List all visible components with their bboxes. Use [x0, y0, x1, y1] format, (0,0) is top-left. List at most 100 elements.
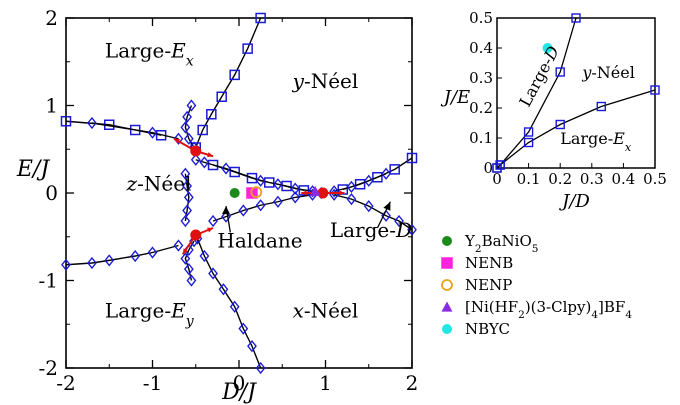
data-point-diamond	[180, 252, 191, 265]
data-point-diamond	[87, 256, 97, 270]
phase-boundary-line	[333, 173, 387, 192]
data-point-square	[389, 164, 400, 175]
y-tick-label: 0	[45, 181, 58, 205]
data-point-square	[264, 177, 275, 188]
y-axis-label: E/J	[16, 157, 50, 182]
critical-arrow-head	[182, 248, 188, 255]
critical-arrow-head	[207, 227, 214, 233]
data-point-diamond	[208, 267, 218, 280]
critical-point	[317, 187, 329, 199]
data-point-diamond	[173, 239, 184, 252]
data-point-square	[246, 172, 258, 184]
inset-y-tick-label: 0.2	[469, 99, 493, 117]
x-tick-label: 2	[406, 371, 419, 395]
inset-data-point	[523, 127, 534, 137]
data-point-diamond	[290, 191, 301, 204]
data-point-diamond	[329, 185, 340, 198]
data-point-diamond	[199, 156, 210, 169]
material-marker	[250, 186, 263, 199]
region-label: x-Néel	[293, 298, 359, 322]
inset-data-point	[596, 101, 606, 112]
region-label: y-Néel	[292, 69, 359, 93]
data-point-diamond	[221, 162, 231, 175]
region-label: z-Néel	[126, 171, 192, 195]
critical-arrow-head	[174, 138, 181, 144]
legend-marker	[442, 324, 452, 334]
main-phase-diagram: -2 -1 0 1 2 -2 -1 0 1 2 D/J E/J Large-Ex y-Néel z-Néel…	[16, 6, 419, 405]
data-point-diamond	[381, 167, 391, 180]
data-point-diamond	[255, 199, 266, 212]
critical-arrow-head	[207, 152, 214, 158]
data-point-square	[354, 179, 366, 190]
inset-phase-diagram: 0 0.1 0.2 0.3 0.4 0.5 0 0.1 0.2 0.3 0.4 0.5 J/D J/E La…	[440, 9, 667, 212]
data-point-diamond	[182, 204, 192, 217]
x-tick-label: -1	[143, 371, 162, 395]
y-tick-label: 1	[45, 94, 58, 118]
legend-label: Y2BaNiO5	[464, 232, 538, 255]
data-point-diamond	[186, 99, 197, 112]
inset-data-point	[555, 119, 565, 130]
data-point-diamond	[273, 195, 283, 208]
legend-label: NBYC	[465, 320, 510, 338]
x-tick-label: 0	[233, 371, 246, 395]
legend-marker	[441, 257, 453, 269]
inset-data-point	[555, 67, 565, 77]
legend-marker	[442, 236, 452, 246]
data-point-square	[206, 109, 217, 120]
data-point-diamond	[229, 300, 240, 313]
phase-boundary-line	[212, 194, 313, 222]
data-point-diamond	[255, 361, 266, 375]
data-point-square	[229, 166, 240, 178]
y-tick-label: -2	[39, 356, 58, 380]
data-point-diamond	[183, 263, 194, 276]
data-point-diamond	[104, 254, 115, 267]
inset-region-label: Large-Ex	[560, 129, 632, 154]
data-point-diamond	[173, 132, 184, 145]
data-point-diamond	[186, 274, 197, 287]
region-label: Large-Ey	[105, 298, 195, 329]
data-point-diamond	[381, 209, 391, 222]
data-point-diamond	[407, 223, 417, 236]
x-tick-label: 1	[319, 371, 332, 395]
data-point-diamond	[147, 126, 158, 139]
data-point-diamond	[247, 340, 257, 353]
data-point-square	[255, 12, 266, 24]
data-point-diamond	[87, 116, 97, 130]
data-point-diamond	[180, 167, 191, 180]
data-point-diamond	[346, 193, 357, 206]
inset-x-tick-label: 0.2	[548, 170, 572, 188]
data-point-diamond	[183, 191, 194, 204]
inset-y-axis-label: J/E	[440, 87, 470, 108]
inset-x-axis-label: J/D	[558, 191, 590, 212]
phase-boundary-line	[195, 17, 262, 148]
critical-point	[190, 229, 202, 241]
inset-region-label: y-Néel	[581, 63, 635, 82]
large-d-arrow-head	[383, 201, 391, 211]
inset-x-tick-label: 0.4	[611, 170, 635, 188]
data-point-square	[372, 172, 383, 183]
inset-x-tick-label: 0.5	[643, 170, 667, 188]
legend-label: NENP	[465, 276, 512, 294]
data-point-diamond	[208, 214, 218, 228]
data-point-diamond	[182, 110, 192, 123]
legend-label: NENB	[465, 254, 513, 272]
data-point-diamond	[180, 121, 191, 134]
inset-x-tick-label: 0.3	[580, 170, 604, 188]
data-point-diamond	[61, 258, 71, 271]
x-tick-label: -2	[56, 371, 75, 395]
legend-marker	[441, 301, 453, 312]
data-point-diamond	[238, 204, 249, 217]
phase-boundary-line	[65, 244, 179, 266]
inset-y-tick-label: 0.1	[469, 129, 493, 147]
inset-material-marker	[542, 43, 553, 53]
inset-y-tick-label: 0.3	[469, 69, 493, 87]
data-point-diamond	[182, 179, 192, 193]
data-point-square	[242, 43, 253, 54]
data-point-diamond	[238, 322, 249, 335]
data-point-diamond	[221, 210, 231, 223]
data-point-diamond	[190, 153, 201, 166]
inset-data-point	[495, 160, 505, 170]
data-point-diamond	[218, 283, 229, 296]
inset-y-tick-label: 0.5	[469, 9, 493, 27]
